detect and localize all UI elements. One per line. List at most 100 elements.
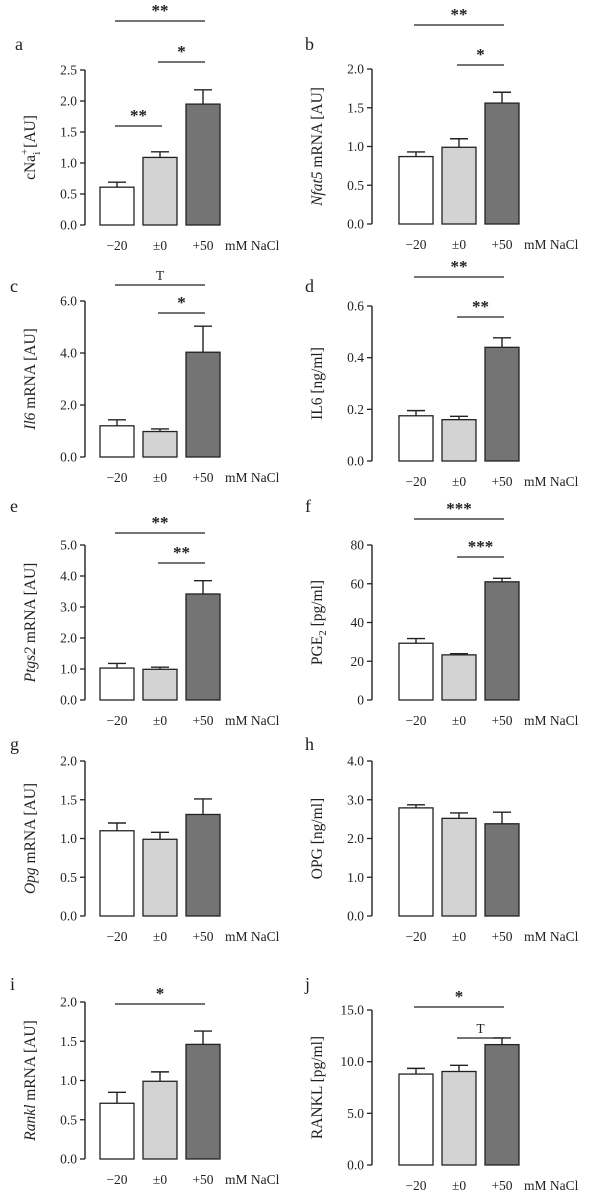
panel-letter: g	[10, 734, 19, 754]
y-tick-label: 1.5	[60, 1034, 77, 1049]
x-unit-label: mM NaCl	[524, 1178, 579, 1193]
significance-label: ***	[468, 537, 494, 556]
panel-letter: j	[304, 974, 310, 994]
bar-2	[441, 654, 477, 701]
x-unit-label: mM NaCl	[225, 470, 280, 485]
x-tick-label: ±0	[153, 238, 167, 253]
y-tick-label: 1.5	[60, 125, 77, 140]
chart-panel-g: g 0.0 0.5 1.0 1.5 2.0 Opg mRNA [AU] −20 ±0 +50 mM …	[10, 734, 280, 944]
y-tick-label: 15.0	[340, 1003, 364, 1018]
x-tick-label: −20	[405, 713, 426, 728]
chart-panel-d: d 0.0 0.2 0.4 0.6 IL6 [ng/ml] −20 ±0 +50 mM NaCl *…	[305, 257, 579, 489]
x-tick-label: ±0	[153, 1172, 167, 1187]
bar-2	[142, 430, 178, 458]
y-tick-label: 2.0	[347, 831, 364, 846]
panel-letter: a	[15, 34, 23, 54]
bar-1	[398, 415, 434, 462]
bar-1	[398, 807, 434, 917]
x-unit-label: mM NaCl	[524, 237, 579, 252]
bar-2	[142, 156, 178, 226]
x-tick-label: +50	[192, 929, 213, 944]
y-axis-label: Ptgs2 mRNA [AU]	[22, 563, 39, 684]
significance-label: *	[476, 45, 485, 64]
x-tick-label: +50	[491, 713, 512, 728]
y-tick-label: 0.0	[347, 909, 364, 924]
y-tick-label: 1.0	[60, 156, 77, 171]
bar-2	[441, 419, 477, 462]
x-tick-label: ±0	[153, 713, 167, 728]
x-unit-label: mM NaCl	[225, 713, 280, 728]
chart-panel-j: j 0.0 5.0 10.0 15.0 RANKL [pg/ml] −20 ±0 +50 mM N…	[304, 974, 579, 1193]
x-unit-label: mM NaCl	[225, 1172, 280, 1187]
panel-letter: i	[10, 974, 15, 994]
y-tick-label: 0.2	[347, 402, 364, 417]
bar-1	[398, 642, 434, 701]
chart-panel-f: f 0 20 40 60 80 PGE2 [pg/ml] −20 ±0 +50 mM NaCl ***…	[305, 496, 579, 728]
x-tick-label: −20	[106, 713, 127, 728]
x-tick-label: +50	[192, 713, 213, 728]
y-axis-label: Il6 mRNA [AU]	[22, 328, 39, 431]
significance-label: **	[451, 257, 468, 276]
panel-letter: h	[305, 734, 314, 754]
x-tick-label: −20	[405, 1178, 426, 1193]
bar-3	[484, 823, 520, 917]
y-tick-label: 1.5	[347, 100, 364, 115]
y-tick-label: 0.5	[60, 187, 77, 202]
x-tick-label: −20	[106, 929, 127, 944]
bar-3	[484, 1043, 520, 1166]
x-tick-label: +50	[491, 474, 512, 489]
y-tick-label: 3.0	[347, 792, 364, 807]
significance-label: **	[451, 5, 468, 24]
chart-panel-c: c 0.0 2.0 4.0 6.0 Il6 mRNA [AU] −20 ±0 +50 mM NaC…	[10, 268, 280, 485]
x-unit-label: mM NaCl	[524, 713, 579, 728]
x-tick-label: +50	[192, 238, 213, 253]
chart-panel-b: b 0.0 0.5 1.0 1.5 2.0 Nfat5 mRNA [AU] −20 ±0 +50 m…	[305, 5, 579, 252]
x-tick-label: +50	[192, 1172, 213, 1187]
y-axis-label: IL6 [ng/ml]	[309, 347, 326, 420]
significance-label: **	[472, 297, 489, 316]
x-tick-label: −20	[106, 1172, 127, 1187]
bar-1	[99, 186, 135, 226]
panel-letter: b	[305, 34, 314, 54]
x-tick-label: −20	[405, 929, 426, 944]
chart-panel-a: a 0.0 0.5 1.0 1.5 2.0 2.5 cNa+i [AU] −20 ±0 +50 mM …	[15, 1, 280, 253]
bar-3	[185, 593, 221, 701]
bar-3	[484, 581, 520, 701]
y-tick-label: 0.0	[60, 1152, 77, 1167]
y-axis-label: Opg mRNA [AU]	[22, 783, 39, 894]
y-tick-label: 1.0	[60, 662, 77, 677]
x-unit-label: mM NaCl	[524, 474, 579, 489]
panel-letter: e	[10, 496, 18, 516]
x-unit-label: mM NaCl	[225, 929, 280, 944]
bar-2	[142, 838, 178, 917]
bar-1	[398, 155, 434, 225]
y-axis-label: cNa+i [AU]	[19, 115, 43, 180]
y-tick-label: 1.5	[60, 792, 77, 807]
x-tick-label: ±0	[452, 713, 466, 728]
x-tick-label: ±0	[452, 929, 466, 944]
bar-1	[99, 425, 135, 458]
panel-letter: d	[305, 276, 314, 296]
significance-label: *	[177, 42, 186, 61]
bar-2	[441, 146, 477, 225]
y-tick-label: 1.0	[347, 870, 364, 885]
y-tick-label: 0.4	[347, 350, 364, 365]
significance-label: *	[455, 987, 464, 1006]
significance-label: **	[173, 543, 190, 562]
y-tick-label: 1.0	[347, 139, 364, 154]
bar-1	[99, 830, 135, 917]
x-tick-label: +50	[491, 1178, 512, 1193]
y-tick-label: 40	[351, 615, 365, 630]
y-axis-label: RANKL [pg/ml]	[309, 1036, 326, 1139]
y-tick-label: 10.0	[340, 1054, 364, 1069]
significance-label: T	[476, 1021, 485, 1036]
y-tick-label: 5.0	[347, 1106, 364, 1121]
significance-label: **	[130, 106, 147, 125]
significance-label: *	[156, 984, 165, 1003]
y-tick-label: 0.0	[60, 909, 77, 924]
y-tick-label: 4.0	[60, 569, 77, 584]
y-tick-label: 0.5	[60, 870, 77, 885]
y-tick-label: 1.0	[60, 831, 77, 846]
significance-label: T	[156, 268, 165, 283]
panel-letter: f	[305, 496, 311, 516]
